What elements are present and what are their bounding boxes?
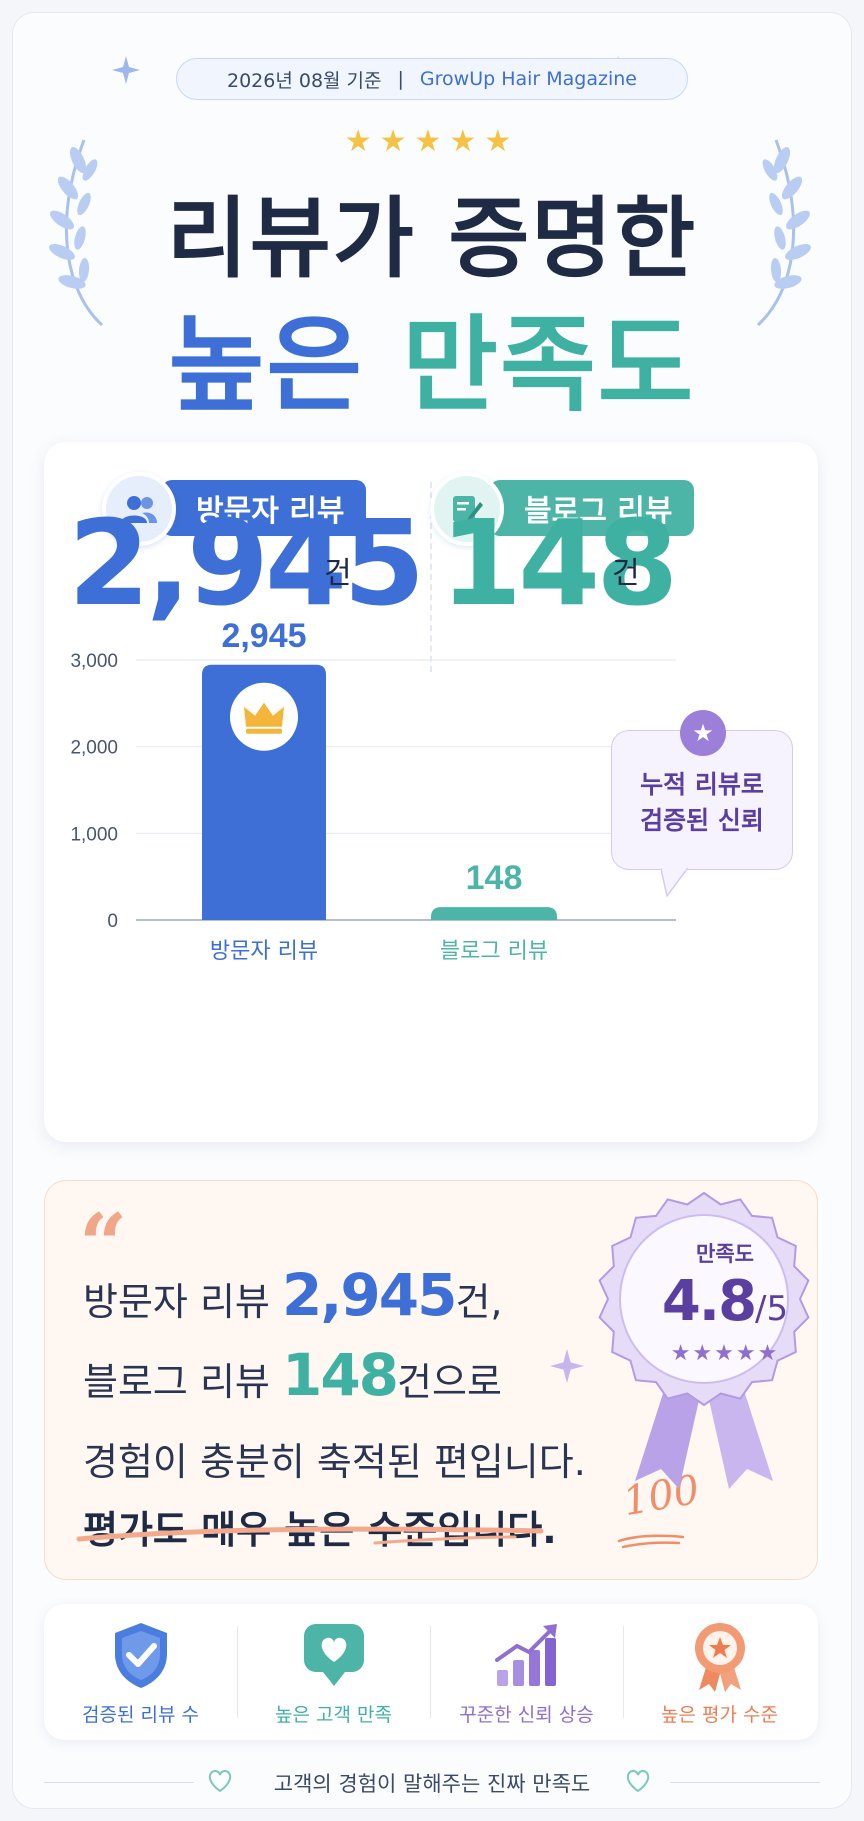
stats-divider — [430, 482, 432, 672]
annotation-tail — [661, 868, 689, 898]
feature-divider — [623, 1626, 624, 1718]
quote-mark-icon: “ — [79, 1195, 128, 1294]
quote-visitor-count: 2,945 — [281, 1261, 457, 1329]
date-text: 2026년 08월 기준 — [226, 69, 382, 92]
quote-line2-suffix: 건으로 — [397, 1360, 502, 1404]
badge-score: 4.8/5 — [635, 1269, 815, 1334]
feature-label: 검증된 리뷰 수 — [82, 1704, 199, 1726]
feature-divider — [237, 1626, 238, 1718]
crown-base — [246, 728, 282, 734]
summary-quote-card: “ 방문자 리뷰 2,945건, 블로그 리뷰 148건으로 경험이 충분히 축… — [44, 1180, 818, 1580]
date-pill: 2026년 08월 기준 | GrowUp Hair Magazine — [176, 58, 688, 100]
y-tick-label: 2,000 — [70, 738, 118, 759]
heart-outline-icon — [626, 1770, 650, 1793]
highlight-swoosh — [76, 1526, 544, 1545]
medal-icon — [694, 1623, 745, 1692]
feature-label: 높은 고객 만족 — [275, 1704, 392, 1726]
features-card: 검증된 리뷰 수 높은 고객 만족 꾸준한 신뢰 상승 — [44, 1604, 818, 1740]
stats-card: 방문자 리뷰 2,945 건 블로그 리뷰 148 건 0 1,000 2,000 3… — [44, 442, 818, 1142]
quote-blog-count: 148 — [281, 1341, 399, 1409]
annotation-line2: 검증된 신뢰 — [640, 806, 764, 835]
quote-line1-prefix: 방문자 리뷰 — [83, 1280, 282, 1324]
y-tick-label: 0 — [107, 911, 118, 932]
feature-rising-trust: 꾸준한 신뢰 상승 — [430, 1604, 623, 1740]
sparkle-icon — [550, 1349, 584, 1383]
sparkle-icon — [112, 56, 140, 84]
review-bar-chart: 0 1,000 2,000 3,000 2,945 방문자 리뷰 148 블로그 리뷰 — [70, 617, 676, 964]
star-icon: ★ — [680, 710, 726, 756]
page-title-line2: 높은 만족도 — [0, 280, 864, 431]
crown-icon — [244, 702, 284, 727]
annotation-line1: 누적 리뷰로 — [640, 770, 764, 799]
visitor-review-count: 2,945 — [68, 494, 425, 632]
quote-line1-suffix: 건, — [455, 1280, 503, 1324]
y-tick-label: 1,000 — [70, 824, 118, 845]
rating-stars: ★★★★★ — [344, 124, 520, 159]
heart-chat-icon — [303, 1624, 364, 1686]
quote-line-2: 블로그 리뷰 148건으로 — [83, 1341, 502, 1409]
laurel-right-icon — [756, 139, 811, 327]
blog-review-label: 블로그 리뷰 — [524, 494, 673, 529]
feature-high-satisfaction: 높은 고객 만족 — [237, 1604, 430, 1740]
bar-blog-review — [431, 907, 557, 920]
feature-label: 꾸준한 신뢰 상승 — [459, 1704, 594, 1726]
page-title-line1: 리뷰가 증명한 — [166, 187, 698, 290]
growth-chart-icon — [494, 1624, 557, 1686]
blog-review-tag: 블로그 리뷰 — [490, 480, 695, 536]
pill-separator: | — [397, 68, 404, 90]
bar-value-label: 2,945 — [221, 617, 306, 655]
x-category-label: 방문자 리뷰 — [210, 939, 318, 964]
bar-value-label: 148 — [466, 859, 523, 897]
quote-line2-prefix: 블로그 리뷰 — [83, 1360, 282, 1404]
feature-label: 높은 평가 수준 — [661, 1704, 778, 1726]
badge-stars: ★★★★★ — [670, 1341, 780, 1366]
feature-verified-reviews: 검증된 리뷰 수 — [44, 1604, 237, 1740]
quote-line-3: 경험이 충분히 축적된 편입니다. — [83, 1440, 586, 1484]
satisfaction-badge — [598, 1191, 810, 1489]
heart-outline-icon — [208, 1770, 232, 1793]
y-tick-label: 3,000 — [70, 651, 118, 672]
footer-tagline: 고객의 경험이 말해주는 진짜 만족도 — [273, 1772, 591, 1796]
badge-score-denominator: /5 — [755, 1289, 789, 1329]
laurel-left-icon — [49, 139, 104, 327]
visitor-review-unit: 건 — [324, 556, 352, 591]
title-word-high: 높은 — [168, 304, 365, 426]
visitor-review-label: 방문자 리뷰 — [196, 494, 345, 529]
shield-check-icon — [114, 1623, 167, 1688]
visitor-review-tag: 방문자 리뷰 — [162, 480, 367, 536]
badge-score-value: 4.8 — [661, 1269, 757, 1334]
badge-label: 만족도 — [696, 1242, 754, 1266]
x-category-label: 블로그 리뷰 — [440, 939, 548, 964]
magazine-name: GrowUp Hair Magazine — [419, 68, 637, 90]
quote-line-1: 방문자 리뷰 2,945건, — [83, 1261, 502, 1329]
footer-line-left — [44, 1782, 194, 1783]
blog-review-count: 148 — [440, 494, 678, 632]
feature-divider — [430, 1626, 431, 1718]
title-word-satisfaction: 만족도 — [402, 304, 696, 426]
feature-high-rating: 높은 평가 수준 — [623, 1604, 816, 1740]
blog-edit-icon — [430, 472, 504, 546]
handwriting-underline — [617, 1534, 685, 1549]
users-icon — [102, 472, 176, 546]
blog-review-unit: 건 — [612, 556, 640, 591]
footer-line-right — [670, 1782, 820, 1783]
